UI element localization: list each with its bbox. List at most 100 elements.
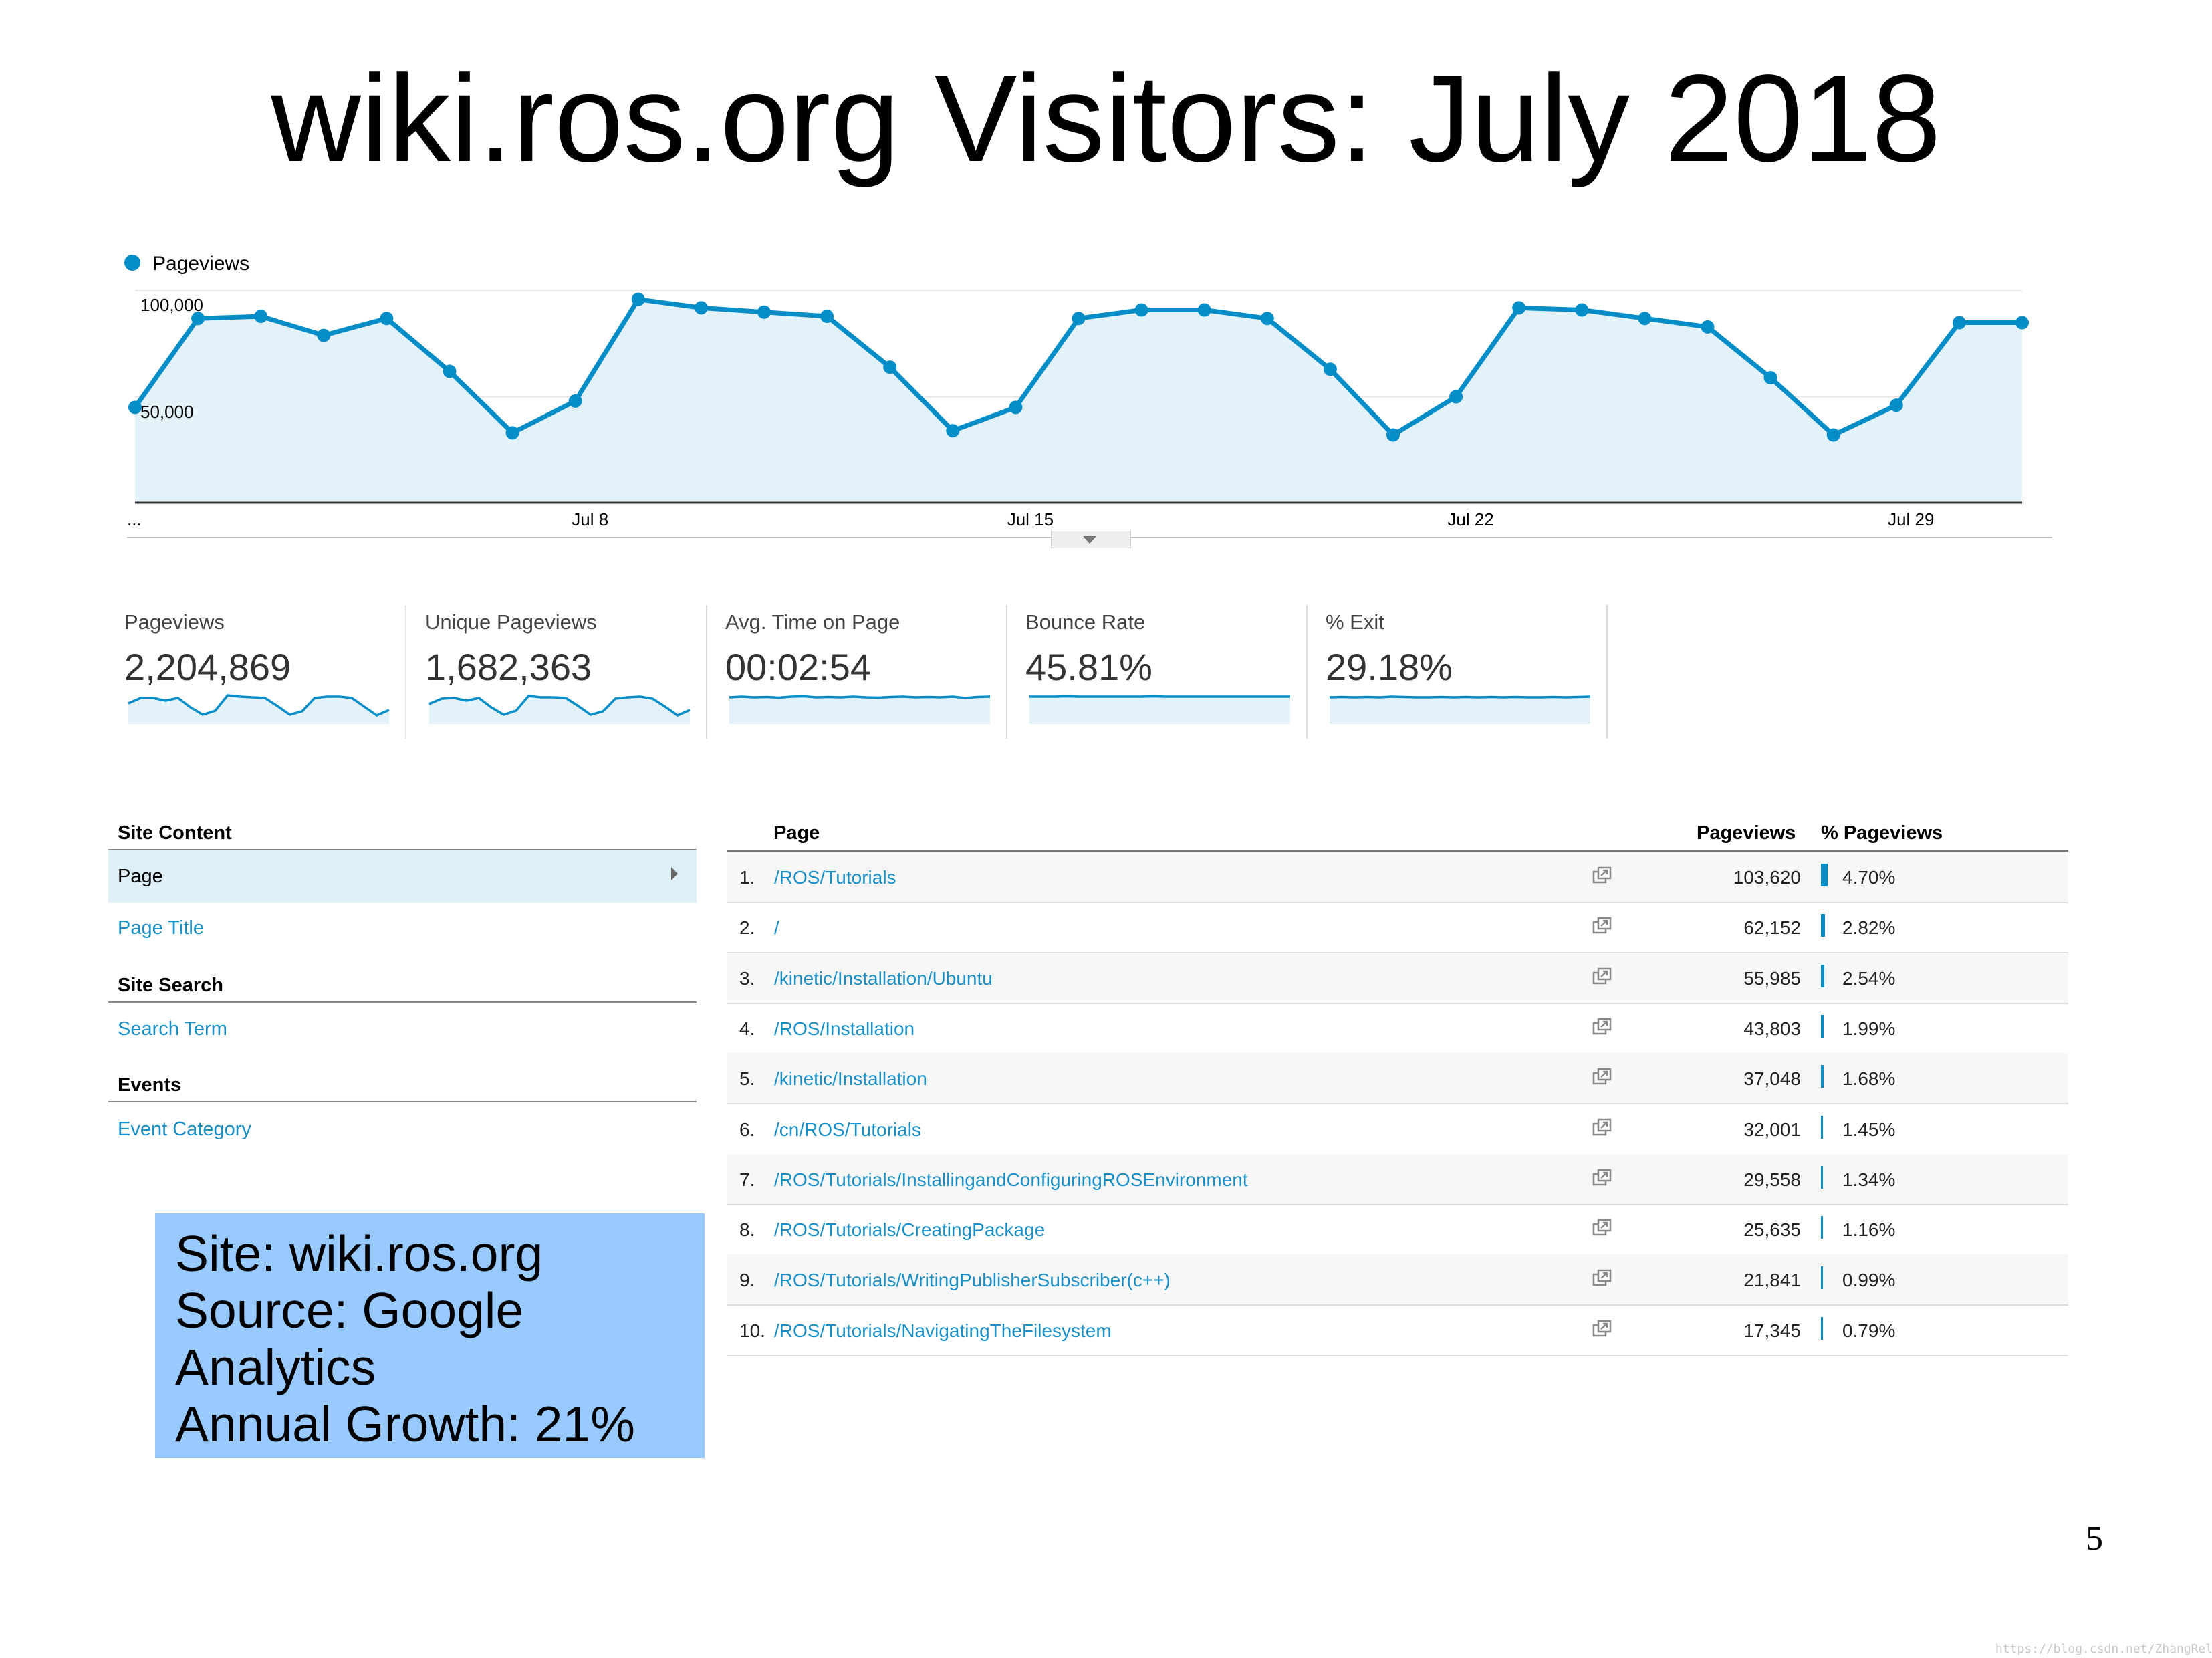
data-point[interactable] — [883, 360, 897, 374]
open-page-icon[interactable] — [1592, 967, 1612, 986]
data-point[interactable] — [380, 312, 394, 326]
page-number: 5 — [2086, 1520, 2103, 1558]
row-pageviews: 62,152 — [1743, 917, 1801, 939]
info-line-growth: Annual Growth: 21% — [175, 1396, 635, 1452]
row-pageviews: 25,635 — [1743, 1219, 1801, 1241]
column-header-pageviews[interactable]: Pageviews — [1697, 822, 1796, 844]
data-point[interactable] — [1009, 400, 1023, 414]
data-point[interactable] — [1323, 362, 1337, 376]
row-page-link[interactable]: /ROS/Tutorials — [774, 867, 896, 888]
open-page-icon[interactable] — [1592, 1219, 1612, 1237]
open-page-icon[interactable] — [1592, 1018, 1612, 1036]
open-page-icon[interactable] — [1592, 866, 1612, 885]
open-page-icon[interactable] — [1592, 1320, 1612, 1338]
data-point[interactable] — [1763, 370, 1777, 384]
metric-card[interactable]: Pageviews 2,204,869 — [124, 605, 406, 739]
x-tick-label: ... — [127, 509, 142, 529]
data-point[interactable] — [694, 301, 708, 315]
column-header-page[interactable]: Page — [773, 822, 820, 844]
data-point[interactable] — [1889, 398, 1903, 412]
data-point[interactable] — [1386, 428, 1400, 442]
row-page-link[interactable]: / — [774, 917, 779, 939]
row-page-link[interactable]: /ROS/Tutorials/CreatingPackage — [774, 1219, 1046, 1241]
open-page-icon[interactable] — [1592, 1068, 1612, 1086]
open-page-icon[interactable] — [1592, 917, 1612, 935]
open-page-icon[interactable] — [1592, 1118, 1612, 1137]
row-pct-pageviews: 1.99% — [1842, 1018, 1896, 1039]
y-tick-label: 50,000 — [140, 402, 194, 422]
row-page-link[interactable]: /cn/ROS/Tutorials — [774, 1118, 921, 1140]
data-point[interactable] — [820, 310, 834, 324]
metric-card[interactable]: Unique Pageviews 1,682,363 — [425, 605, 707, 739]
data-point[interactable] — [1638, 312, 1652, 326]
row-rank: 10. — [739, 1320, 765, 1341]
nav-item-page-title[interactable]: Page Title — [118, 917, 204, 939]
data-point[interactable] — [1952, 316, 1966, 330]
row-page-link[interactable]: /ROS/Tutorials/NavigatingTheFilesystem — [774, 1320, 1112, 1341]
row-pct-pageviews: 2.82% — [1842, 917, 1896, 939]
data-point[interactable] — [505, 426, 519, 440]
row-rank: 5. — [739, 1068, 755, 1090]
row-page-link[interactable]: /kinetic/Installation/Ubuntu — [774, 967, 993, 989]
data-point[interactable] — [2015, 316, 2029, 330]
row-rank: 2. — [739, 917, 755, 939]
pct-share-bar — [1821, 1065, 1824, 1088]
sparkline-line — [729, 695, 991, 699]
row-rank: 7. — [739, 1169, 755, 1190]
y-tick-label: 100,000 — [140, 295, 203, 315]
data-point[interactable] — [1826, 428, 1840, 442]
slide-title: wiki.ros.org Visitors: July 2018 — [271, 49, 1941, 188]
data-point[interactable] — [631, 292, 645, 306]
metric-card[interactable]: % Exit 29.18% — [1326, 605, 1608, 739]
metric-label: Pageviews — [124, 610, 225, 634]
data-point[interactable] — [1512, 301, 1526, 315]
row-rank: 9. — [739, 1270, 755, 1291]
data-point[interactable] — [1575, 303, 1589, 317]
row-pct-pageviews: 1.45% — [1842, 1118, 1896, 1140]
data-point[interactable] — [1701, 320, 1715, 334]
row-page-link[interactable]: /ROS/Tutorials/InstallingandConfiguringR… — [774, 1169, 1248, 1190]
chevron-down-icon[interactable] — [1083, 536, 1096, 544]
row-rank: 4. — [739, 1018, 755, 1039]
row-pageviews: 32,001 — [1743, 1118, 1801, 1140]
pct-share-bar — [1821, 914, 1825, 937]
legend-dot — [124, 255, 140, 271]
sparkline-line — [128, 694, 390, 717]
data-point[interactable] — [443, 364, 457, 378]
open-page-icon[interactable] — [1592, 1269, 1612, 1288]
column-header-pct-pageviews[interactable]: % Pageviews — [1821, 822, 1943, 844]
nav-item-search-term[interactable]: Search Term — [118, 1018, 227, 1040]
data-point[interactable] — [568, 394, 582, 408]
row-page-link[interactable]: /kinetic/Installation — [774, 1068, 927, 1090]
metric-label: % Exit — [1326, 610, 1384, 634]
data-point[interactable] — [1072, 312, 1086, 326]
data-point[interactable] — [1449, 390, 1463, 404]
data-point[interactable] — [1197, 303, 1211, 317]
data-point[interactable] — [128, 400, 142, 414]
metric-card[interactable]: Bounce Rate 45.81% — [1025, 605, 1308, 739]
legend-label[interactable]: Pageviews — [152, 253, 249, 275]
row-pageviews: 43,803 — [1743, 1018, 1801, 1039]
data-point[interactable] — [254, 310, 268, 324]
row-pageviews: 29,558 — [1743, 1169, 1801, 1190]
data-point[interactable] — [946, 424, 960, 438]
row-page-link[interactable]: /ROS/Installation — [774, 1018, 915, 1039]
metric-card[interactable]: Avg. Time on Page 00:02:54 — [725, 605, 1007, 739]
nav-item-event-category[interactable]: Event Category — [118, 1118, 251, 1140]
info-box: Site: wiki.ros.org Source: Google Analyt… — [155, 1213, 705, 1458]
table-row: 2. / 62,152 2.82% — [727, 902, 2068, 954]
data-point[interactable] — [191, 312, 205, 326]
info-line-site: Site: wiki.ros.org — [175, 1225, 543, 1282]
nav-item-page[interactable] — [108, 850, 697, 903]
metric-value: 1,682,363 — [425, 646, 592, 688]
info-line-source: Source: Google — [175, 1282, 524, 1338]
metric-sparkline — [128, 694, 390, 724]
data-point[interactable] — [1134, 303, 1148, 317]
data-point[interactable] — [757, 305, 771, 319]
data-point[interactable] — [1260, 312, 1274, 326]
data-point[interactable] — [317, 328, 331, 342]
pct-share-bar — [1821, 1266, 1823, 1290]
row-rank: 8. — [739, 1219, 755, 1241]
row-page-link[interactable]: /ROS/Tutorials/WritingPublisherSubscribe… — [774, 1270, 1171, 1291]
open-page-icon[interactable] — [1592, 1169, 1612, 1187]
